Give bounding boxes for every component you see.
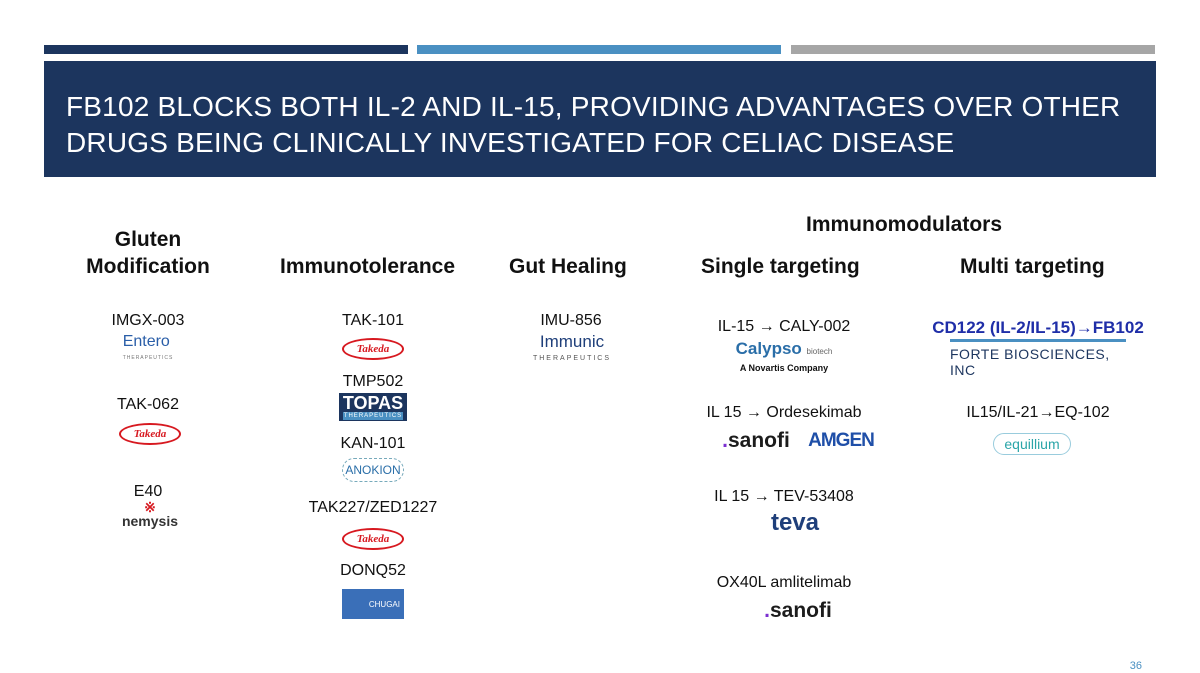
drug-tak-101: TAK-101: [342, 312, 404, 329]
immunic-logo: Immunic THERAPEUTICS: [532, 332, 612, 362]
drug-tak227-zed1227: TAK227/ZED1227: [308, 499, 438, 516]
header-immunotolerance: Immunotolerance: [280, 255, 456, 278]
amgen-logo: AMGEN: [808, 430, 875, 451]
equillium-logo: equillium: [993, 430, 1071, 458]
header-gut-healing: Gut Healing: [509, 255, 627, 278]
header-gluten-line2: Modification: [86, 255, 210, 278]
drug-donq52: DONQ52: [340, 562, 406, 579]
header-single-targeting: Single targeting: [701, 255, 860, 278]
slide-title: FB102 Blocks Both IL-2 and IL-15, Provid…: [66, 91, 1121, 158]
title-band: FB102 Blocks Both IL-2 and IL-15, Provid…: [44, 61, 1156, 177]
entero-logo: Entero THERAPEUTICS: [122, 333, 174, 362]
drug-e40: E40: [133, 483, 163, 500]
takeda-logo: Takeda: [118, 422, 182, 446]
drug-il15-il21-eq-102: IL15/IL-21→EQ-102: [966, 404, 1110, 421]
header-gluten-line1: Gluten: [114, 228, 182, 251]
drug-imu-856: IMU-856: [540, 312, 602, 329]
forte-biosciences-logo: FORTE BIOSCIENCES, INC: [950, 338, 1126, 378]
anokion-logo: ANOKION: [337, 455, 409, 485]
drug-il15-tev-53408: IL 15 → TEV-53408: [714, 488, 854, 505]
drug-tmp502: TMP502: [342, 373, 404, 390]
nemysis-logo: ※ nemysis: [121, 499, 179, 529]
accent-bar-gray: [791, 45, 1155, 54]
calypso-logo: Calypso biotech A Novartis Company: [735, 338, 833, 373]
takeda-logo: Takeda: [341, 527, 405, 551]
chugai-logo: CHUGAI: [341, 587, 405, 621]
header-multi-targeting: Multi targeting: [960, 255, 1105, 278]
drug-kan-101: KAN-101: [340, 435, 406, 452]
takeda-logo: Takeda: [341, 337, 405, 361]
drug-tak-062: TAK-062: [117, 396, 179, 413]
header-immunomodulators: Immunomodulators: [806, 213, 1003, 236]
sanofi-logo: .sanofi: [722, 429, 790, 452]
drug-cd122-fb102: CD122 (IL-2/IL-15)→FB102: [932, 318, 1144, 337]
sanofi-logo: .sanofi: [764, 599, 832, 622]
teva-logo: teva: [770, 509, 820, 536]
drug-il15-ordesekimab: IL 15 → Ordesekimab: [706, 404, 862, 421]
page-number: 36: [1129, 660, 1142, 672]
accent-bar-blue: [417, 45, 781, 54]
drug-ox40l-amlitelimab: OX40L amlitelimab: [716, 574, 852, 591]
drug-imgx-003: IMGX-003: [111, 312, 185, 329]
drug-il15-caly-002: IL-15 → CALY-002: [717, 318, 851, 335]
accent-bar-dark: [44, 45, 408, 54]
topas-logo: TOPAS THERAPEUTICS: [337, 392, 409, 422]
